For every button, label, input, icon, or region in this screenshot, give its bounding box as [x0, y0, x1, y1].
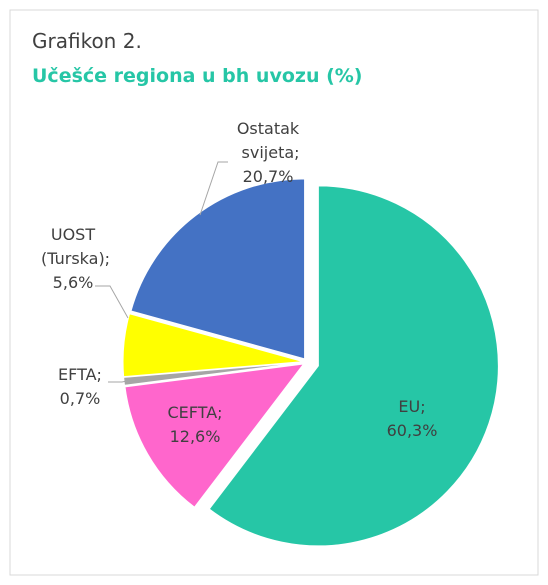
pie-slice [124, 363, 305, 508]
category-label: CEFTA; [167, 403, 222, 422]
leader-line [95, 285, 129, 319]
leader-line [199, 161, 228, 216]
data-label: EU; 60,3% [387, 397, 438, 440]
data-label: CEFTA; 12,6% [167, 403, 222, 446]
category-label: EU; [398, 397, 425, 416]
category-label: UOST (Turska); [36, 225, 110, 268]
value-label: 5,6% [53, 273, 94, 292]
data-label: Ostatak svijeta; 20,7% [236, 119, 299, 186]
value-label: 0,7% [60, 389, 101, 408]
data-label: UOST (Turska); 5,6% [36, 225, 110, 292]
leader-line [108, 379, 133, 383]
value-label: 20,7% [243, 167, 294, 186]
chart-title: Grafikon 2. [32, 29, 142, 53]
pie-slice [208, 185, 499, 547]
category-label: Ostatak svijeta; [236, 119, 299, 162]
data-label: EFTA; 0,7% [58, 365, 102, 408]
value-label: 60,3% [387, 421, 438, 440]
category-label: EFTA; [58, 365, 102, 384]
pie-slice [122, 313, 304, 378]
pie-slice [130, 178, 306, 360]
chart-subtitle: Učešće regiona u bh uvozu (%) [32, 65, 363, 87]
value-label: 12,6% [170, 427, 221, 446]
